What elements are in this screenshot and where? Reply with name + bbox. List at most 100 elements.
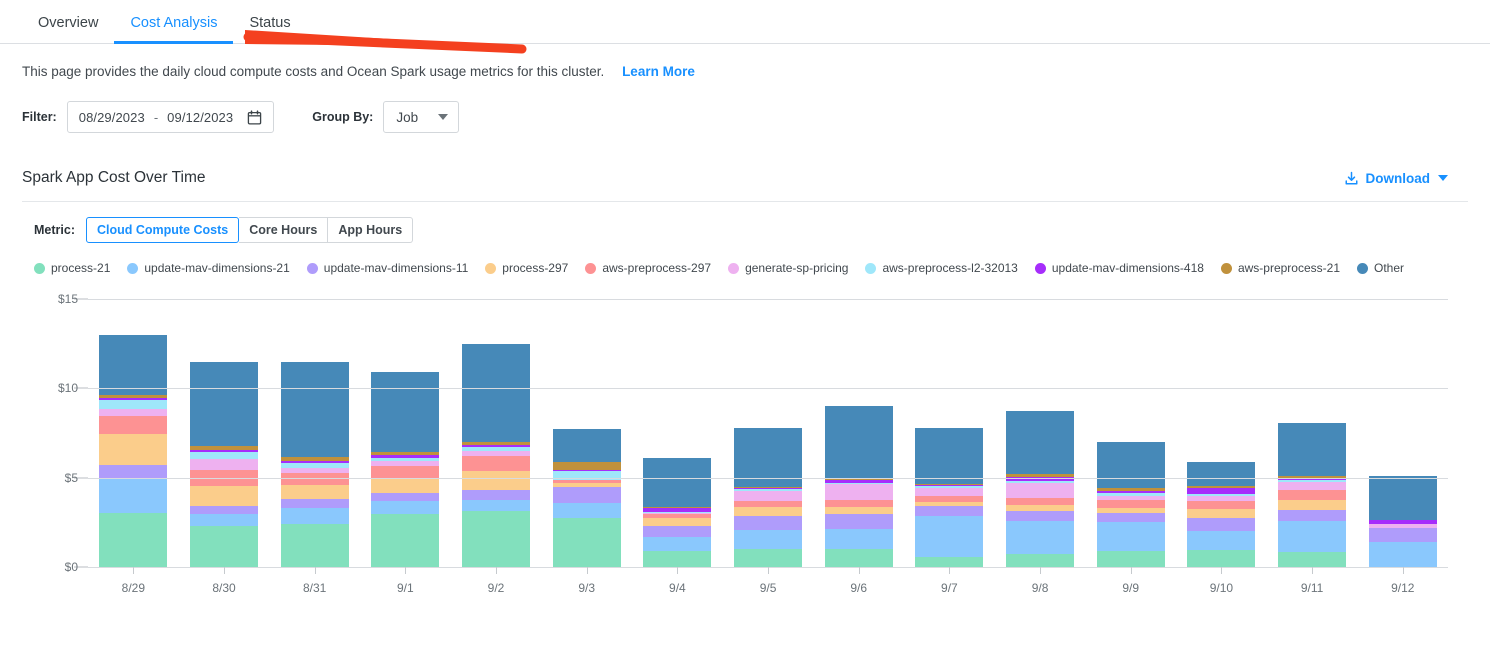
bar-segment[interactable] (1187, 493, 1256, 496)
bar-segment[interactable] (190, 361, 258, 447)
bar-segment[interactable] (1187, 531, 1256, 551)
bar-segment[interactable] (371, 457, 440, 462)
stacked-bar[interactable] (371, 372, 440, 567)
bar-segment[interactable] (1006, 476, 1075, 481)
stacked-bar[interactable] (643, 458, 712, 567)
bar-segment[interactable] (462, 499, 531, 511)
bar-segment[interactable] (1006, 510, 1075, 522)
bar-segment[interactable] (824, 548, 893, 567)
bar-segment[interactable] (99, 397, 168, 401)
bar-segment[interactable] (824, 528, 893, 549)
bar-segment[interactable] (643, 518, 712, 526)
bar-segment[interactable] (1368, 475, 1437, 520)
bar-segment[interactable] (280, 507, 349, 524)
legend-item[interactable]: update-mav-dimensions-418 (1034, 261, 1204, 275)
bar-segment[interactable] (1187, 509, 1256, 519)
bar-segment[interactable] (371, 478, 440, 493)
bar-segment[interactable] (915, 485, 984, 487)
legend-item[interactable]: aws-preprocess-l2-32013 (865, 261, 1018, 275)
bar-segment[interactable] (1096, 500, 1165, 508)
bar-segment[interactable] (552, 487, 621, 504)
download-button[interactable]: Download (1344, 171, 1448, 186)
bar-segment[interactable] (552, 462, 621, 470)
bar-segment[interactable] (280, 361, 349, 457)
bar-segment[interactable] (1187, 488, 1256, 494)
bar-segment[interactable] (371, 514, 440, 567)
bar-segment[interactable] (190, 449, 258, 452)
bar-segment[interactable] (1278, 520, 1347, 552)
bar-segment[interactable] (462, 510, 531, 567)
bar-segment[interactable] (1096, 507, 1165, 513)
bar-segment[interactable] (1278, 482, 1347, 490)
bar-segment[interactable] (915, 487, 984, 496)
stacked-bar[interactable] (1006, 410, 1075, 567)
bar-segment[interactable] (1187, 495, 1256, 501)
bar-segment[interactable] (734, 549, 803, 567)
bar-segment[interactable] (190, 458, 258, 470)
bar-segment[interactable] (643, 507, 712, 512)
bar-segment[interactable] (280, 462, 349, 469)
bar-segment[interactable] (371, 466, 440, 479)
bar-segment[interactable] (1187, 485, 1256, 489)
stacked-bar[interactable] (552, 429, 621, 567)
bar-segment[interactable] (824, 506, 893, 515)
bar-segment[interactable] (643, 536, 712, 551)
bar-segment[interactable] (734, 529, 803, 550)
bar-segment[interactable] (1187, 500, 1256, 510)
bar-segment[interactable] (734, 491, 803, 501)
legend-item[interactable]: update-mav-dimensions-21 (127, 261, 290, 275)
bar-segment[interactable] (1278, 489, 1347, 500)
calendar-icon[interactable] (247, 109, 262, 125)
bar-segment[interactable] (552, 503, 621, 518)
legend-item[interactable]: process-21 (34, 261, 110, 275)
bar-segment[interactable] (1006, 410, 1075, 475)
stacked-bar[interactable] (1368, 475, 1437, 567)
bar-segment[interactable] (643, 511, 712, 514)
bar-segment[interactable] (824, 482, 893, 485)
bar-segment[interactable] (190, 513, 258, 527)
bar-segment[interactable] (462, 343, 531, 443)
bar-segment[interactable] (734, 486, 803, 489)
bar-segment[interactable] (462, 489, 531, 500)
bar-segment[interactable] (1096, 495, 1165, 501)
bar-segment[interactable] (1187, 461, 1256, 486)
bar-segment[interactable] (1096, 522, 1165, 552)
bar-segment[interactable] (190, 506, 258, 514)
bar-segment[interactable] (734, 507, 803, 517)
bar-segment[interactable] (462, 450, 531, 456)
stacked-bar[interactable] (1187, 461, 1256, 567)
bar-segment[interactable] (1096, 551, 1165, 567)
bar-segment[interactable] (99, 415, 168, 435)
bar-segment[interactable] (1006, 498, 1075, 506)
bar-segment[interactable] (1006, 480, 1075, 483)
bar-segment[interactable] (552, 480, 621, 483)
bar-segment[interactable] (915, 486, 984, 488)
bar-segment[interactable] (734, 500, 803, 508)
bar-segment[interactable] (190, 526, 258, 567)
bar-segment[interactable] (462, 444, 531, 448)
bar-segment[interactable] (1096, 490, 1165, 494)
stacked-bar[interactable] (190, 361, 258, 567)
bar-segment[interactable] (734, 516, 803, 530)
bar-segment[interactable] (915, 515, 984, 557)
bar-segment[interactable] (643, 507, 712, 508)
bar-segment[interactable] (915, 505, 984, 516)
bar-segment[interactable] (1278, 499, 1347, 510)
bar-segment[interactable] (1368, 519, 1437, 525)
bar-segment[interactable] (824, 479, 893, 483)
bar-segment[interactable] (371, 452, 440, 456)
bar-segment[interactable] (1278, 475, 1347, 479)
bar-segment[interactable] (1096, 441, 1165, 489)
bar-segment[interactable] (734, 488, 803, 489)
bar-segment[interactable] (1278, 480, 1347, 483)
bar-segment[interactable] (915, 556, 984, 567)
bar-segment[interactable] (824, 514, 893, 529)
bar-segment[interactable] (280, 485, 349, 500)
bar-segment[interactable] (280, 499, 349, 508)
bar-segment[interactable] (915, 501, 984, 506)
bar-segment[interactable] (280, 523, 349, 567)
bar-segment[interactable] (643, 513, 712, 514)
bar-segment[interactable] (1096, 488, 1165, 491)
bar-segment[interactable] (99, 464, 168, 478)
bar-segment[interactable] (462, 447, 531, 451)
